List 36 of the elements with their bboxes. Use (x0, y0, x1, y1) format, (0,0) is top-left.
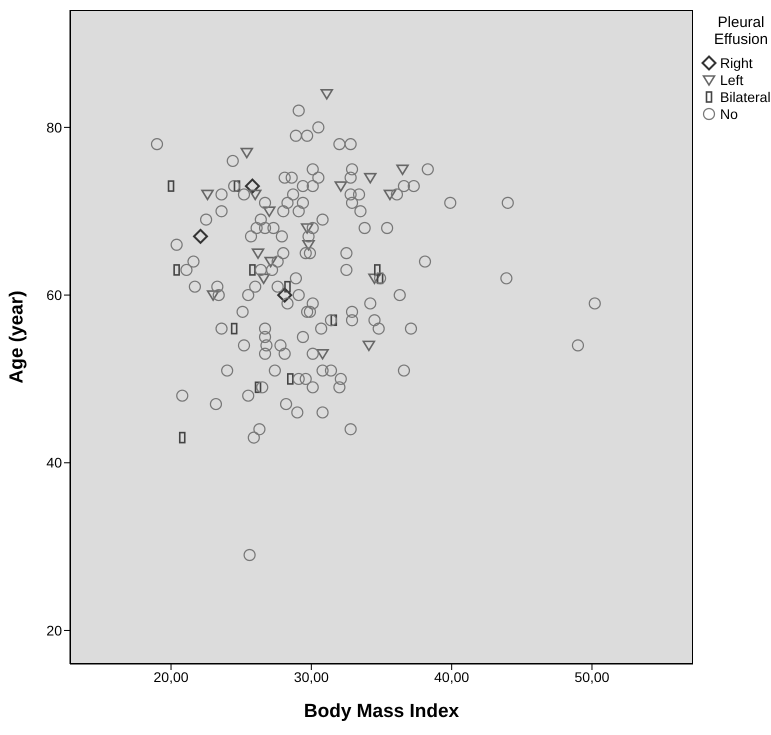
point (362, 340, 376, 352)
y-axis-title: Age (year) (6, 290, 28, 384)
point (240, 148, 254, 158)
x-axis-title: Body Mass Index (304, 701, 460, 722)
point (262, 206, 276, 218)
x-tick-label: 50,00 (574, 668, 610, 685)
point (316, 348, 329, 360)
point (384, 190, 396, 200)
y-tick-label: 20 (46, 622, 62, 638)
point (320, 89, 334, 100)
point (302, 240, 315, 251)
y-tick-label: 80 (46, 119, 62, 136)
point (252, 248, 264, 259)
point (192, 228, 208, 244)
point (244, 178, 260, 194)
point (300, 223, 314, 234)
point (277, 288, 292, 303)
point (206, 290, 220, 301)
legend-title: Pleural Effusion (713, 14, 769, 48)
legend-label: Right (720, 54, 753, 70)
legend-label: No (720, 106, 738, 122)
point (257, 274, 270, 284)
legend-label: Left (720, 72, 744, 88)
x-tick-label: 20,00 (154, 668, 189, 685)
point (264, 256, 277, 268)
point (396, 164, 409, 176)
point (248, 190, 262, 200)
point (334, 181, 348, 192)
point (201, 190, 214, 200)
x-tick-label: 30,00 (294, 668, 330, 685)
point (364, 172, 377, 184)
point (368, 274, 381, 284)
y-tick-label: 60 (46, 287, 62, 304)
y-tick-label: 40 (46, 454, 62, 471)
legend-label: Bilateral (720, 88, 771, 104)
x-tick-label: 40,00 (434, 668, 470, 685)
